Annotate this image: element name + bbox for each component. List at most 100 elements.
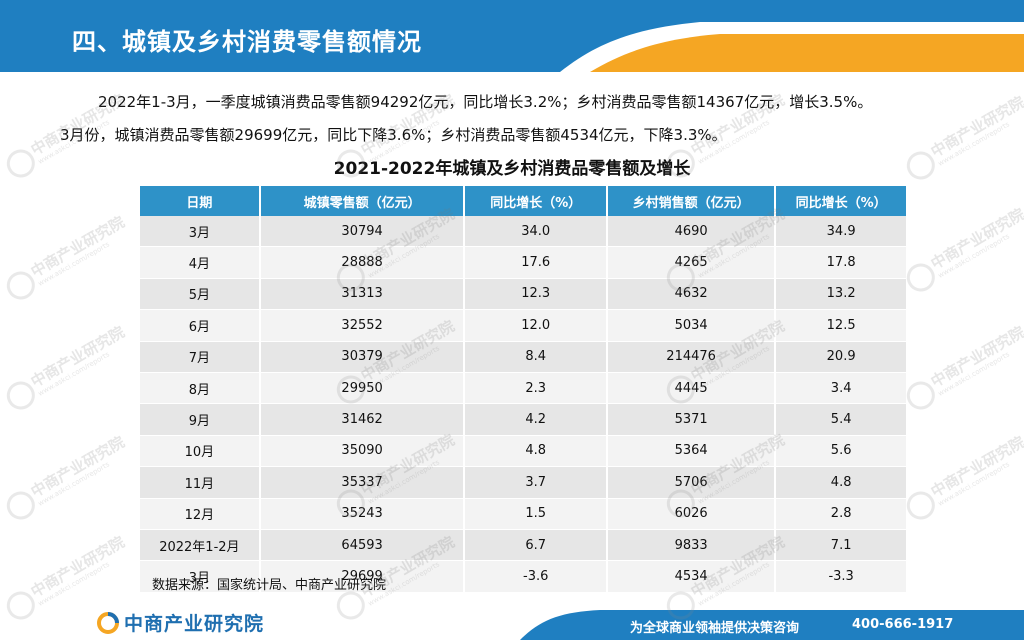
table-row: 9月 31462 4.2 5371 5.4 — [140, 403, 906, 436]
cell-urban-growth: 12.0 — [464, 309, 608, 342]
watermark-text: 中商产业研究院 — [27, 212, 128, 281]
cell-date: 2022年1-2月 — [140, 529, 261, 562]
cell-rural-growth: 3.4 — [775, 372, 906, 405]
logo-mark-icon — [97, 611, 119, 634]
company-logo: 中商产业研究院 — [96, 609, 264, 636]
cell-rural-growth: 7.1 — [775, 529, 906, 562]
watermark-subtext: www.askci.com/reports — [36, 460, 111, 508]
cell-date: 3月 — [140, 216, 261, 248]
watermark-logo-icon — [901, 258, 940, 297]
table-row: 7月 30379 8.4 214476 20.9 — [140, 341, 906, 373]
watermark-text: 中商产业研究院 — [927, 322, 1024, 391]
watermark-subtext: www.askci.com/reports — [36, 350, 111, 398]
cell-date: 3月 — [140, 560, 261, 593]
table-header-row: 日期 城镇零售额（亿元） 同比增长（%） 乡村销售额（亿元） 同比增长（%） — [140, 186, 906, 216]
cell-rural-growth: 34.9 — [775, 216, 906, 248]
cell-rural-growth: 13.2 — [775, 278, 906, 311]
cell-urban-growth: 3.7 — [464, 466, 608, 499]
banner-background — [0, 0, 1024, 72]
footer-phone: 400-666-1917 — [852, 617, 954, 632]
cell-urban-sales: 30794 — [259, 216, 466, 248]
cell-rural-growth: 20.9 — [775, 341, 906, 373]
logo-text: 中商产业研究院 — [124, 613, 265, 635]
cell-urban-sales: 29699 — [259, 560, 466, 593]
cell-rural-sales: 4534 — [606, 560, 777, 593]
column-header-urban-growth: 同比增长（%） — [464, 186, 608, 216]
table-row: 4月 28888 17.6 4265 17.8 — [140, 246, 906, 279]
cell-urban-sales: 29950 — [259, 372, 466, 405]
cell-rural-sales: 214476 — [606, 341, 777, 373]
header-banner: 四、城镇及乡村消费零售额情况 — [0, 0, 1024, 72]
cell-urban-sales: 31462 — [259, 403, 466, 436]
table-row: 8月 29950 2.3 4445 3.4 — [140, 372, 906, 405]
watermark-subtext: www.askci.com/reports — [936, 350, 1011, 398]
page-title: 四、城镇及乡村消费零售额情况 — [72, 28, 422, 56]
watermark-text: 中商产业研究院 — [927, 432, 1024, 501]
cell-urban-growth: -3.6 — [464, 560, 608, 593]
intro-line-1: 2022年1-3月，一季度城镇消费品零售额94292亿元，同比增长3.2%；乡村… — [98, 93, 873, 111]
cell-rural-growth: 12.5 — [775, 309, 906, 342]
cell-urban-sales: 35243 — [259, 498, 466, 530]
cell-urban-sales: 35337 — [259, 466, 466, 499]
retail-sales-table: 日期 城镇零售额（亿元） 同比增长（%） 乡村销售额（亿元） 同比增长（%） 3… — [140, 186, 906, 593]
cell-date: 4月 — [140, 246, 261, 279]
cell-urban-sales: 32552 — [259, 309, 466, 342]
cell-rural-sales: 5371 — [606, 403, 777, 436]
watermark-logo-icon — [1, 486, 40, 525]
cell-rural-sales: 4445 — [606, 372, 777, 405]
column-header-rural-sales: 乡村销售额（亿元） — [606, 186, 777, 216]
watermark-subtext: www.askci.com/reports — [36, 560, 111, 608]
table-row: 3月 29699 -3.6 4534 -3.3 — [140, 560, 906, 593]
watermark-subtext: www.askci.com/reports — [36, 240, 111, 288]
table-row: 11月 35337 3.7 5706 4.8 — [140, 466, 906, 499]
cell-rural-growth: 2.8 — [775, 498, 906, 530]
cell-urban-growth: 12.3 — [464, 278, 608, 311]
footer-background — [0, 606, 1024, 640]
cell-rural-sales: 5706 — [606, 466, 777, 499]
cell-rural-sales: 4690 — [606, 216, 777, 248]
cell-rural-growth: 4.8 — [775, 466, 906, 499]
cell-urban-sales: 28888 — [259, 246, 466, 279]
cell-urban-growth: 34.0 — [464, 216, 608, 248]
cell-urban-sales: 30379 — [259, 341, 466, 373]
watermark-logo-icon — [1, 266, 40, 305]
watermark-subtext: www.askci.com/reports — [936, 232, 1011, 280]
column-header-urban-sales: 城镇零售额（亿元） — [259, 186, 466, 216]
cell-rural-growth: 17.8 — [775, 246, 906, 279]
cell-rural-sales: 5364 — [606, 435, 777, 468]
cell-urban-sales: 64593 — [259, 529, 466, 562]
cell-rural-sales: 4632 — [606, 278, 777, 311]
watermark-logo-icon — [901, 376, 940, 415]
table-row: 6月 32552 12.0 5034 12.5 — [140, 309, 906, 342]
intro-paragraph: 2022年1-3月，一季度城镇消费品零售额94292亿元，同比增长3.2%；乡村… — [60, 86, 1000, 152]
cell-date: 12月 — [140, 498, 261, 530]
watermark-text: 中商产业研究院 — [927, 204, 1024, 273]
data-source-note: 数据来源：国家统计局、中商产业研究院 — [152, 578, 387, 593]
watermark-logo-icon — [901, 486, 940, 525]
watermark-text: 中商产业研究院 — [27, 532, 128, 601]
cell-urban-growth: 4.8 — [464, 435, 608, 468]
footer-bar — [0, 606, 1024, 640]
cell-rural-growth: -3.3 — [775, 560, 906, 593]
cell-urban-growth: 17.6 — [464, 246, 608, 279]
cell-urban-growth: 1.5 — [464, 498, 608, 530]
column-header-rural-growth: 同比增长（%） — [775, 186, 906, 216]
cell-date: 9月 — [140, 403, 261, 436]
cell-date: 6月 — [140, 309, 261, 342]
cell-rural-sales: 4265 — [606, 246, 777, 279]
column-header-date: 日期 — [140, 186, 261, 216]
cell-date: 7月 — [140, 341, 261, 373]
cell-rural-sales: 5034 — [606, 309, 777, 342]
cell-date: 8月 — [140, 372, 261, 405]
cell-urban-sales: 31313 — [259, 278, 466, 311]
watermark-text: 中商产业研究院 — [27, 322, 128, 391]
watermark-subtext: www.askci.com/reports — [936, 460, 1011, 508]
cell-urban-sales: 35090 — [259, 435, 466, 468]
watermark-logo-icon — [1, 376, 40, 415]
table-title: 2021-2022年城镇及乡村消费品零售额及增长 — [333, 159, 691, 179]
cell-rural-growth: 5.6 — [775, 435, 906, 468]
cell-urban-growth: 6.7 — [464, 529, 608, 562]
